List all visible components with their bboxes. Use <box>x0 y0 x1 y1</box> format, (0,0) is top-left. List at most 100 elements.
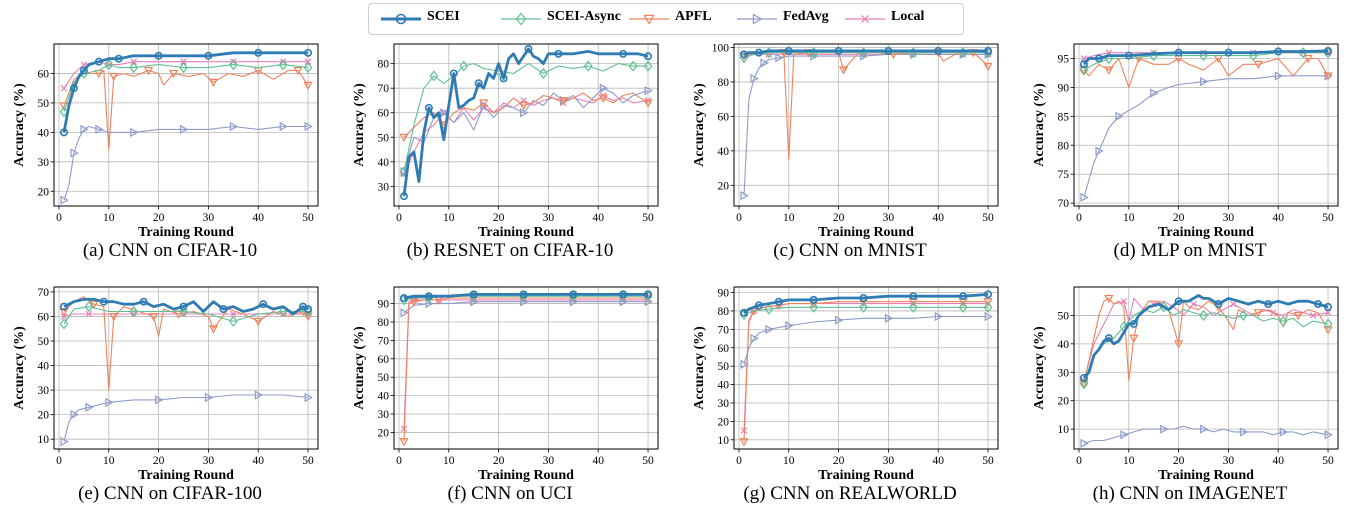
data-point-scei <box>859 294 868 303</box>
x-tick-label: 10 <box>1123 212 1135 224</box>
series-group <box>59 48 313 205</box>
data-point-fedavg <box>1115 111 1124 121</box>
data-point-fedavg <box>785 321 794 331</box>
caption-h: (h) CNN on IMAGENET <box>1092 483 1288 504</box>
y-tick-label: 95 <box>1058 53 1070 65</box>
data-point-scei <box>1214 300 1223 309</box>
data-point-scei <box>1174 297 1183 306</box>
y-tick-label: 70 <box>38 287 50 299</box>
data-point-fedavg <box>599 83 609 93</box>
series-line-apfl <box>1083 57 1329 88</box>
data-point-apfl <box>518 101 529 111</box>
y-tick-label: 50 <box>718 361 730 373</box>
data-point-fedavg <box>740 191 749 201</box>
data-point-fedavg <box>70 410 79 420</box>
y-tick-label: 90 <box>1058 82 1070 94</box>
x-tick-label: 0 <box>396 455 402 467</box>
data-point-fedavg <box>775 53 784 63</box>
data-point-fedavg <box>750 333 759 344</box>
data-point-apfl <box>1253 309 1263 318</box>
chart-plot-a: 0 10 20 30 40 50 20 30 40 50 60 Training Round Accur… <box>12 43 319 240</box>
grid <box>394 44 658 206</box>
data-point-fedavg <box>204 392 214 403</box>
data-point-scei <box>254 48 263 57</box>
x-tick-label: 0 <box>736 212 742 224</box>
x-tick-label: 50 <box>982 212 994 224</box>
x-tick-label: 50 <box>1322 212 1334 224</box>
data-point-scei <box>59 302 68 311</box>
y-tick-label: 85 <box>1058 111 1070 123</box>
series-line-fedavg <box>63 125 308 201</box>
x-tick-label: 40 <box>1272 212 1284 224</box>
data-point-scei-async <box>583 60 593 72</box>
data-point-apfl <box>59 308 69 317</box>
chart-panel-a: 0 10 20 30 40 50 20 30 40 50 60 Training Round Accur… <box>10 40 330 261</box>
data-point-scei <box>959 292 968 301</box>
series-line-fedavg <box>743 315 988 365</box>
data-point-scei-async <box>859 301 868 313</box>
y-axis-title: Accuracy (%) <box>1032 83 1047 167</box>
data-point-apfl <box>1129 334 1139 343</box>
legend-label-local: Local <box>891 9 925 24</box>
y-tick-label: 70 <box>378 83 390 95</box>
x-tick-label: 20 <box>153 455 165 467</box>
data-point-scei <box>554 49 563 58</box>
data-point-apfl <box>739 438 749 447</box>
series-line-local <box>743 303 988 431</box>
data-point-scei <box>619 49 628 58</box>
x-tick-label: 50 <box>302 455 314 467</box>
data-point-scei <box>1094 54 1103 63</box>
data-point-apfl <box>293 67 303 76</box>
plot-frame <box>733 43 999 207</box>
data-point-local <box>60 313 68 320</box>
series-line-apfl <box>63 69 309 151</box>
x-tick-label: 50 <box>1322 455 1334 467</box>
data-point-scei <box>739 308 748 317</box>
y-tick-label: 30 <box>1058 367 1070 379</box>
x-tick-label: 30 <box>543 212 555 224</box>
data-point-scei <box>304 48 313 57</box>
y-axis-title: Accuracy (%) <box>352 83 367 167</box>
data-point-fedavg <box>440 108 449 118</box>
y-tick-label: 80 <box>1058 140 1070 152</box>
x-tick-label: 20 <box>493 455 505 467</box>
y-tick-label: 40 <box>378 157 390 169</box>
data-point-apfl <box>1104 294 1114 304</box>
data-point-scei-async <box>643 60 653 72</box>
data-point-apfl <box>303 81 313 91</box>
chart-panel-c: 0 10 20 30 40 50 20 40 60 80 100 Training Round Accu… <box>690 40 1010 261</box>
data-point-scei <box>94 57 103 66</box>
data-point-apfl <box>109 312 119 322</box>
data-point-scei <box>1274 47 1283 56</box>
y-tick-label: 10 <box>1058 424 1070 436</box>
x-tick-label: 30 <box>1223 212 1235 224</box>
data-point-fedavg <box>740 359 749 369</box>
chart-panel-d: 0 10 20 30 40 50 70 75 80 85 90 95 Training Round Acc… <box>1030 40 1350 261</box>
chart-plot-b: 0 10 20 30 40 50 30 40 50 60 70 80 Training Round Acc… <box>352 43 659 240</box>
x-tick-label: 40 <box>592 212 604 224</box>
x-tick-label: 0 <box>56 455 62 467</box>
caption-g: (g) CNN on REALWORLD <box>743 483 957 504</box>
data-point-fedavg <box>1279 427 1289 437</box>
data-point-scei-async <box>179 61 188 74</box>
data-point-scei-async <box>459 60 469 72</box>
data-point-scei-async <box>983 301 993 313</box>
data-point-apfl <box>208 325 219 334</box>
data-point-apfl <box>399 133 409 143</box>
data-point-scei <box>1314 300 1323 309</box>
x-tick-label: 40 <box>932 212 944 224</box>
data-point-apfl <box>144 67 154 76</box>
y-axis-title: Accuracy (%) <box>12 83 27 167</box>
data-point-local <box>1309 312 1317 319</box>
x-axis-title: Training Round <box>818 468 914 483</box>
y-tick-label: 60 <box>378 108 390 120</box>
y-tick-label: 60 <box>38 68 50 80</box>
data-point-local <box>230 58 237 65</box>
y-tick-label: 90 <box>378 299 390 311</box>
series-line-scei <box>743 293 989 314</box>
legend-swatch-scei <box>381 13 421 25</box>
x-tick-label: 10 <box>103 212 115 224</box>
data-point-scei-async <box>429 70 439 82</box>
series-line-apfl <box>403 297 648 442</box>
grid <box>54 44 318 206</box>
